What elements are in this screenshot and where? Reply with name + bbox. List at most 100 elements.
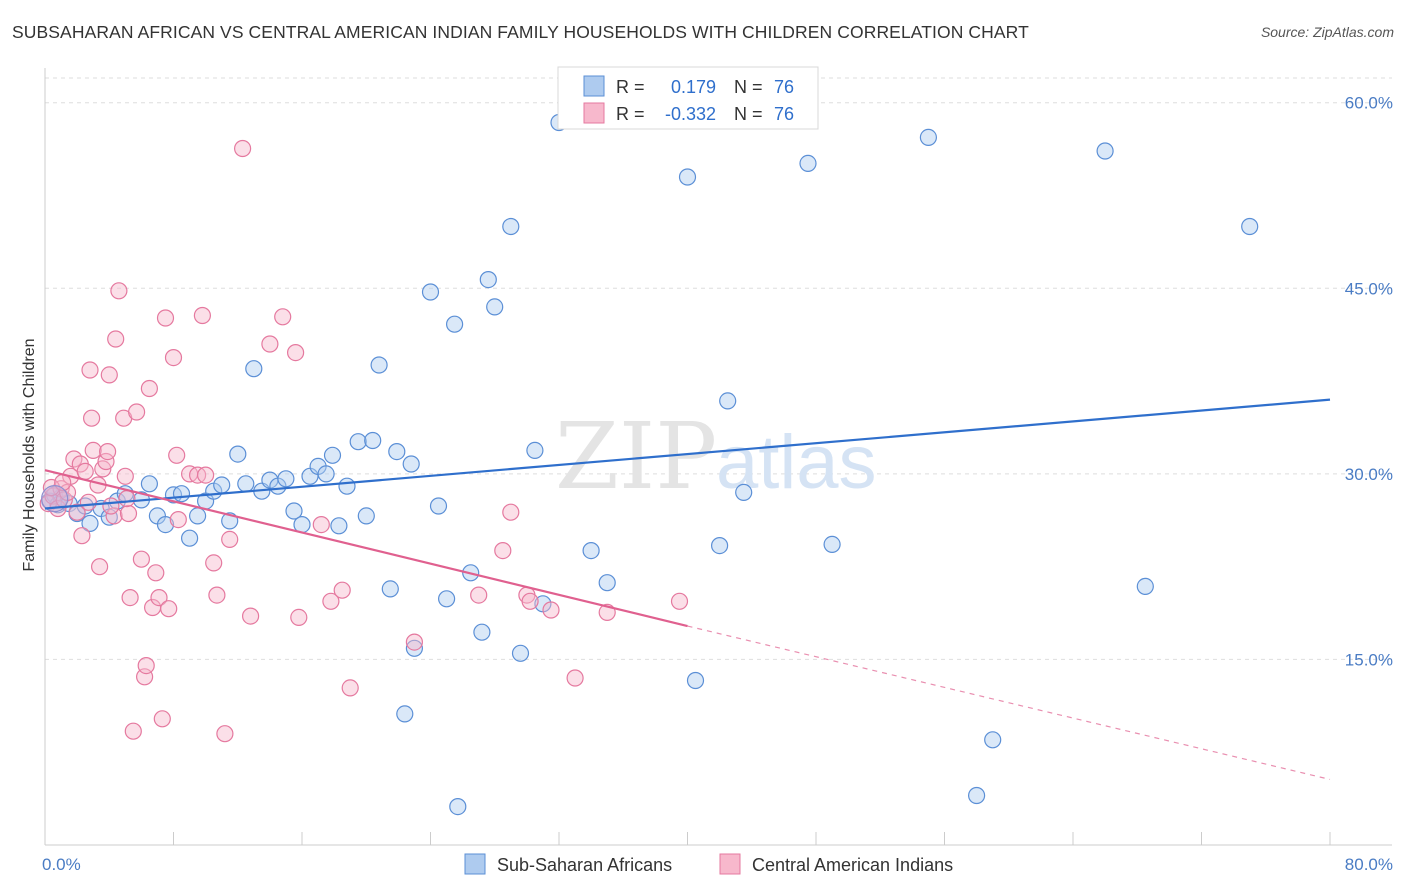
point-central-american-13 <box>82 409 101 427</box>
point-subsaharan-58 <box>511 644 530 662</box>
legend-label-central-american: Central American Indians <box>752 855 953 875</box>
legend-swatch-subsaharan <box>464 853 486 875</box>
point-subsaharan-55 <box>479 271 497 289</box>
point-central-american-44 <box>193 306 211 325</box>
point-subsaharan-65 <box>686 671 705 690</box>
point-subsaharan-17 <box>172 485 191 503</box>
point-central-american-12 <box>81 361 99 379</box>
point-subsaharan-44 <box>388 443 406 461</box>
point-central-american-8 <box>68 503 86 521</box>
y-tick-label-2: 45.0% <box>1345 279 1393 298</box>
tick-labels: 15.0% 30.0% 45.0% 60.0% 0.0% 80.0% <box>42 94 1393 874</box>
legend-label-subsaharan: Sub-Saharan Africans <box>497 855 672 875</box>
stats-legend-swatch-blue <box>583 75 605 97</box>
point-central-american-38 <box>156 309 175 327</box>
point-subsaharan-76 <box>1241 217 1259 236</box>
point-central-american-22 <box>107 330 125 348</box>
point-central-american-28 <box>124 722 142 740</box>
point-subsaharan-74 <box>1096 142 1114 160</box>
point-central-american-21 <box>105 507 123 525</box>
point-subsaharan-70 <box>823 535 841 554</box>
axes <box>44 68 1392 846</box>
point-subsaharan-67 <box>719 392 737 410</box>
legend-swatch-central-american <box>719 853 741 875</box>
point-subsaharan-24 <box>229 445 247 463</box>
point-central-american-56 <box>312 515 330 534</box>
point-central-american-49 <box>221 530 239 549</box>
point-subsaharan-59 <box>526 441 544 459</box>
stats-r-label-1: R = <box>616 77 645 97</box>
point-subsaharan-73 <box>984 731 1002 749</box>
point-subsaharan-69 <box>799 154 817 172</box>
trend-line-extension-central-american <box>687 625 1331 781</box>
x-tick-label-right: 80.0% <box>1345 855 1393 874</box>
point-subsaharan-72 <box>967 786 986 805</box>
point-central-american-55 <box>290 608 308 627</box>
trend-lines <box>44 398 1331 781</box>
point-subsaharan-31 <box>285 502 303 520</box>
point-central-american-51 <box>242 607 260 625</box>
stats-legend-swatch-pink <box>583 102 605 124</box>
stats-n-label-1: N = <box>734 77 763 97</box>
point-subsaharan-71 <box>919 128 938 146</box>
series-legend: Sub-Saharan Africans Central American In… <box>464 853 953 875</box>
point-central-american-57 <box>322 592 340 610</box>
point-central-american-11 <box>76 462 94 480</box>
point-subsaharan-57 <box>502 217 520 236</box>
point-central-american-16 <box>90 558 109 576</box>
point-central-american-45 <box>197 466 215 484</box>
point-subsaharan-39 <box>349 433 367 451</box>
point-subsaharan-40 <box>357 507 375 525</box>
point-subsaharan-64 <box>678 168 697 186</box>
point-central-american-54 <box>287 344 305 362</box>
point-central-american-19 <box>98 443 117 461</box>
point-subsaharan-63 <box>598 574 616 592</box>
point-central-american-46 <box>205 554 223 572</box>
point-subsaharan-50 <box>438 590 456 608</box>
point-cluster-origin <box>41 485 69 513</box>
point-central-american-48 <box>216 725 234 743</box>
point-central-american-27 <box>121 588 139 607</box>
point-central-american-25 <box>116 467 134 485</box>
y-tick-label-1: 30.0% <box>1345 465 1393 484</box>
point-central-american-69 <box>670 592 689 610</box>
watermark: ZIP atlas <box>555 403 877 510</box>
point-subsaharan-7 <box>81 514 99 533</box>
watermark-zip: ZIP <box>555 403 717 510</box>
point-subsaharan-47 <box>405 639 423 657</box>
stats-r-value-1: 0.179 <box>671 77 716 97</box>
point-subsaharan-35 <box>317 465 335 483</box>
point-subsaharan-22 <box>213 476 231 494</box>
trend-line-central-american <box>44 469 688 628</box>
point-subsaharan-36 <box>323 446 342 464</box>
x-tick-label-left: 0.0% <box>42 855 81 874</box>
stats-n-value-2: 76 <box>774 104 794 124</box>
point-subsaharan-66 <box>710 536 729 555</box>
point-central-american-14 <box>84 441 102 459</box>
point-subsaharan-26 <box>245 360 263 378</box>
trend-line-subsaharan <box>44 398 1331 510</box>
point-subsaharan-51 <box>446 315 464 333</box>
point-subsaharan-41 <box>364 431 382 450</box>
point-subsaharan-75 <box>1136 577 1154 596</box>
point-subsaharan-30 <box>277 470 295 488</box>
point-subsaharan-42 <box>370 356 388 374</box>
point-central-american-37 <box>153 710 171 728</box>
point-central-american-10 <box>73 527 91 545</box>
point-central-american-66 <box>542 601 560 619</box>
point-subsaharan-49 <box>429 497 448 515</box>
point-central-american-47 <box>208 586 226 604</box>
point-subsaharan-62 <box>582 541 600 560</box>
stats-r-value-2: -0.332 <box>665 104 716 124</box>
y-tick-label-3: 60.0% <box>1345 94 1393 113</box>
point-central-american-35 <box>147 564 165 582</box>
data-points <box>39 113 1259 816</box>
chart-title: SUBSAHARAN AFRICAN VS CENTRAL AMERICAN I… <box>12 22 1029 42</box>
point-central-american-61 <box>470 586 488 604</box>
point-central-american-72 <box>79 493 98 511</box>
watermark-atlas: atlas <box>716 420 877 505</box>
point-subsaharan-13 <box>140 475 158 493</box>
point-central-american-63 <box>502 503 520 521</box>
chart-source: Source: ZipAtlas.com <box>1260 24 1394 40</box>
point-subsaharan-43 <box>381 580 399 598</box>
